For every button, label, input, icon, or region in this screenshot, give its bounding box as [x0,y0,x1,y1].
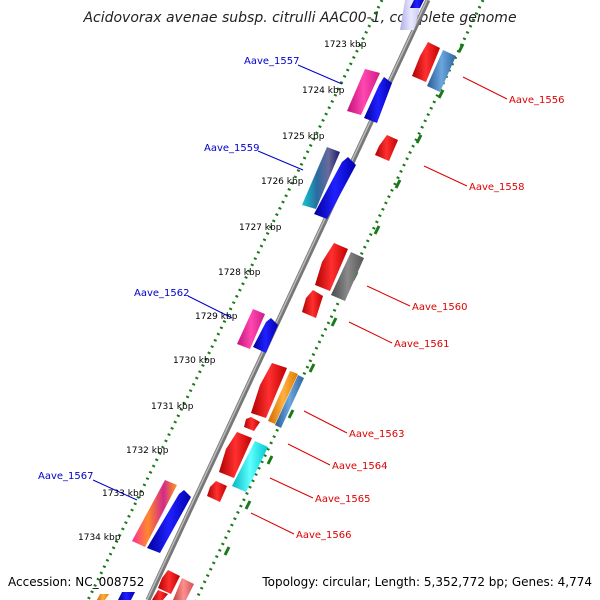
gene-aave-1565-cyan[interactable] [232,441,268,492]
gene-label-aave-1556[interactable]: Aave_1556 [509,95,565,106]
gene-aave-1560-gray[interactable] [331,252,364,301]
forward-labels: Aave_1557 Aave_1559 Aave_1562 Aave_1567 [38,56,300,482]
gene-label-aave-1557[interactable]: Aave_1557 [244,56,300,67]
topology-text: Topology: circular; Length: 5,352,772 bp… [262,575,592,589]
tick-label: 1726 kbp [261,177,304,187]
reverse-track-ticks [223,43,465,556]
gene-bottom-blue[interactable] [118,592,135,600]
gene-aave-1563-red[interactable] [251,363,287,418]
gene-aave-1567-mix[interactable] [132,480,177,547]
forward-label-lines [92,64,343,501]
tick-label: 1729 kbp [195,312,238,322]
gene-aave-1566-red[interactable] [207,481,227,502]
gene-aave-1567-blue[interactable] [147,490,191,553]
gene-label-aave-1563[interactable]: Aave_1563 [349,429,405,440]
inner-dotted-track [194,0,485,600]
tick-label: 1732 kbp [126,446,169,456]
reverse-labels: Aave_1556 Aave_1558 Aave_1560 Aave_1561 … [296,95,565,541]
gene-label-aave-1567[interactable]: Aave_1567 [38,471,94,482]
tick-label: 1730 kbp [173,356,216,366]
gene-aave-1560-red[interactable] [315,243,348,291]
gene-label-aave-1559[interactable]: Aave_1559 [204,143,260,154]
gene-aave-1559-mix[interactable] [302,147,340,209]
gene-aave-1556-red[interactable] [412,42,440,82]
gene-aave-1558-red[interactable] [375,135,398,161]
gene-aave-1564-red[interactable] [244,417,260,431]
gene-label-aave-1558[interactable]: Aave_1558 [469,182,525,193]
forward-genes [97,0,424,600]
gene-bottom-red[interactable] [158,570,180,594]
tick-label: 1728 kbp [218,268,261,278]
gene-aave-1557-pink[interactable] [347,69,380,115]
gene-aave-1561-red[interactable] [302,290,323,318]
tick-label: 1727 kbp [239,223,282,233]
gene-label-aave-1561[interactable]: Aave_1561 [394,339,450,350]
gene-label-aave-1560[interactable]: Aave_1560 [412,302,468,313]
tick-label: 1734 kbp [78,533,121,543]
gene-aave-1565-red[interactable] [219,432,252,478]
gene-aave-1563-steel[interactable] [275,375,304,428]
tick-label: 1731 kbp [151,402,194,412]
gene-aave-1556-steel[interactable] [427,50,456,92]
tick-label: 1725 kbp [282,132,325,142]
gene-label-aave-1566[interactable]: Aave_1566 [296,530,352,541]
gene-bottom-red-2[interactable] [152,590,168,600]
gene-aave-1562-blue[interactable] [253,318,278,353]
gene-aave-1559-blue[interactable] [314,157,356,219]
accession-text: Accession: NC_008752 [8,575,145,589]
gene-label-aave-1565[interactable]: Aave_1565 [315,494,371,505]
tick-label: 1724 kbp [302,86,345,96]
gene-bottom-salmon[interactable] [173,578,194,600]
gene-aave-1562-pink[interactable] [237,309,265,349]
gene-bottom-orange[interactable] [97,594,109,600]
gene-label-aave-1564[interactable]: Aave_1564 [332,461,388,472]
gene-aave-1557-blue[interactable] [364,77,392,123]
reverse-genes [152,42,456,600]
gene-blue-top[interactable] [410,0,424,8]
tick-label: 1723 kbp [324,40,367,50]
gene-aave-1563-orange[interactable] [268,371,298,424]
gene-label-aave-1562[interactable]: Aave_1562 [134,288,190,299]
reverse-label-lines [250,76,508,535]
